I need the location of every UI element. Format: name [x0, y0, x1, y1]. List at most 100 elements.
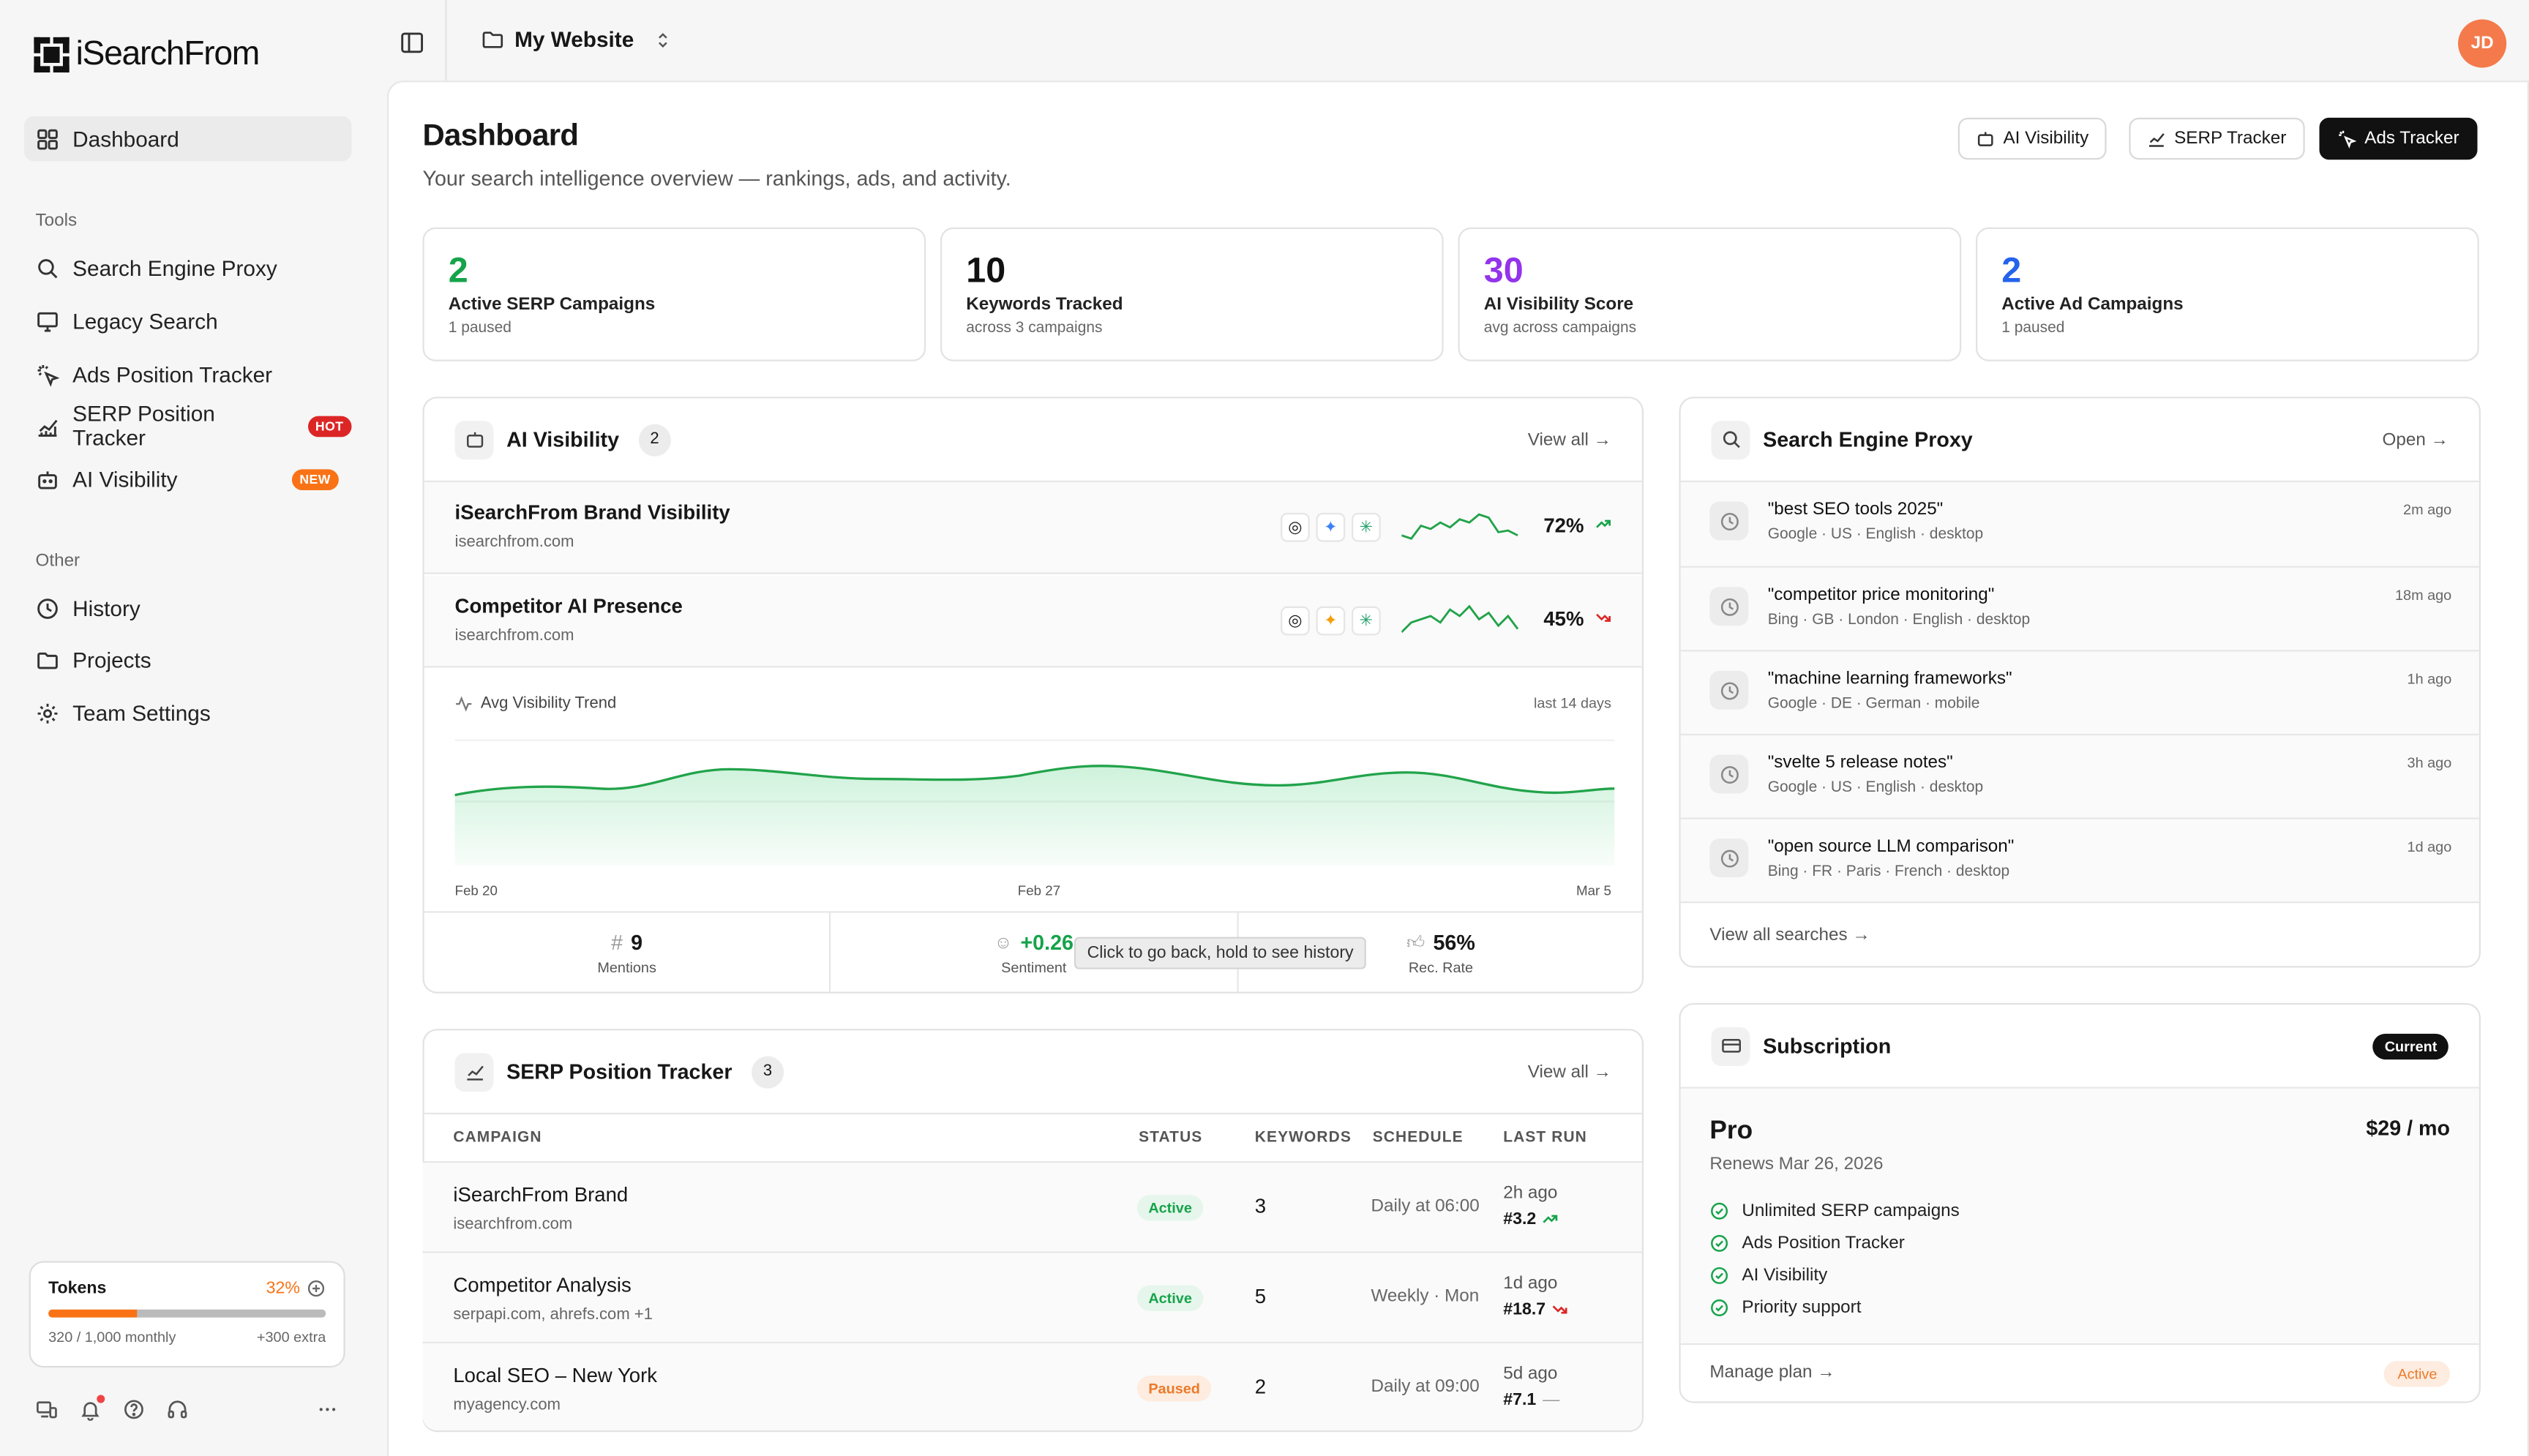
dashboard-icon [37, 128, 58, 149]
sidebar-item-ads-position-tracker[interactable]: Ads Position Tracker [24, 351, 351, 397]
view-all-searches-link[interactable]: View all searches → [1680, 901, 2479, 966]
smile-icon: ☺ [994, 933, 1013, 953]
chevron-up-down-icon [659, 31, 667, 48]
manage-plan-link[interactable]: Manage plan → [1709, 1362, 1835, 1381]
topbar-divider [445, 0, 447, 81]
stat-sub: 1 paused [448, 319, 512, 337]
logo-icon [34, 37, 70, 73]
sidebar-footer [35, 1395, 339, 1421]
list-item[interactable]: "machine learning frameworks" Google · D… [1680, 650, 2479, 734]
card-title: SERP Position Tracker [506, 1059, 733, 1084]
serp-tracker-button[interactable]: SERP Tracker [2129, 117, 2304, 160]
browser-tooltip: Click to go back, hold to see history [1074, 937, 1367, 969]
arrow-right-icon: → [1817, 1362, 1835, 1382]
sidebar-item-history[interactable]: History [24, 585, 351, 631]
metric-value: 56% [1433, 930, 1475, 955]
list-item[interactable]: "svelte 5 release notes" Google · US · E… [1680, 733, 2479, 818]
more-icon[interactable] [316, 1398, 339, 1421]
column-header-keywords[interactable]: KEYWORDS [1254, 1128, 1352, 1147]
query-time: 1h ago [2407, 670, 2452, 687]
metric-sentiment[interactable]: ☺ +0.26 Sentiment [831, 912, 1238, 992]
query-text: "best SEO tools 2025" [1767, 500, 1944, 519]
trend-area-chart [454, 739, 1615, 866]
logo[interactable]: iSearchFrom [34, 35, 260, 74]
tools-section-label: Tools [35, 211, 78, 231]
metric-mentions[interactable]: #9 Mentions [424, 912, 831, 992]
page-subtitle: Your search intelligence overview — rank… [422, 166, 1011, 191]
view-all-link[interactable]: View all → [1528, 1062, 1611, 1081]
devices-icon[interactable] [35, 1398, 58, 1421]
x-tick-label: Mar 5 [1576, 882, 1611, 898]
add-circle-icon[interactable] [307, 1279, 326, 1298]
count-badge: 3 [751, 1055, 784, 1088]
sidebar-item-label: Legacy Search [72, 309, 218, 334]
table-row[interactable]: iSearchFrom Brand isearchfrom.com Active… [422, 1160, 1642, 1252]
sidebar-item-label: Ads Position Tracker [72, 361, 273, 386]
stat-label: Active SERP Campaigns [448, 295, 656, 315]
sidebar-item-dashboard[interactable]: Dashboard [24, 116, 352, 162]
check-circle-icon [1711, 1234, 1728, 1252]
last-run-time: 2h ago [1503, 1183, 1558, 1204]
project-switcher[interactable]: My Website [481, 27, 672, 52]
ai-row[interactable]: iSearchFrom Brand Visibility isearchfrom… [424, 482, 1642, 574]
column-header-last-run[interactable]: LAST RUN [1503, 1128, 1587, 1147]
search-icon [38, 258, 58, 278]
arrow-right-icon: → [2430, 429, 2449, 449]
subscription-card: Subscription Current Pro $29 / mo Renews… [1679, 1002, 2481, 1403]
metrics-row: #9 Mentions ☺ +0.26 Sentiment 👍︎ 56% Rec. … [424, 911, 1642, 992]
ai-row-name: iSearchFrom Brand Visibility [454, 501, 730, 525]
open-link[interactable]: Open → [2382, 429, 2448, 449]
metric-rec-rate[interactable]: 👍︎ 56% Rec. Rate [1238, 913, 1642, 992]
sidebar-item-projects[interactable]: Projects [24, 637, 351, 683]
x-tick-label: Feb 20 [454, 882, 498, 898]
status-badge: Active [1136, 1285, 1204, 1311]
last-run-time: 1d ago [1503, 1274, 1558, 1294]
ads-tracker-button[interactable]: Ads Tracker [2319, 117, 2477, 160]
keyword-count: 5 [1254, 1285, 1267, 1308]
column-header-schedule[interactable]: SCHEDULE [1372, 1128, 1464, 1147]
list-item[interactable]: "best SEO tools 2025" Google · US · Engl… [1680, 482, 2479, 566]
check-circle-icon [1711, 1202, 1728, 1220]
button-label: Ads Tracker [2364, 129, 2459, 149]
status-badge: Active [2384, 1361, 2451, 1387]
credit-card-icon [1721, 1039, 1740, 1053]
headset-icon[interactable] [166, 1398, 189, 1421]
stat-value: 10 [966, 249, 1006, 290]
list-item[interactable]: "competitor price monitoring" Bing · GB … [1680, 566, 2479, 650]
sidebar-item-legacy-search[interactable]: Legacy Search [24, 299, 351, 344]
avatar[interactable]: JD [2458, 19, 2507, 68]
notification-dot [97, 1395, 105, 1403]
sidebar-item-search-engine-proxy[interactable]: Search Engine Proxy [24, 245, 351, 290]
plan-price: $29 / mo [2366, 1116, 2451, 1141]
tokens-widget[interactable]: Tokens 32% 320 / 1,000 monthly +300 extr… [29, 1261, 345, 1368]
view-all-link[interactable]: View all → [1528, 429, 1611, 449]
ai-visibility-button[interactable]: AI Visibility [1957, 117, 2107, 160]
chart-icon-box [454, 1052, 494, 1092]
sidebar-item-label: AI Visibility [72, 467, 178, 492]
stat-card-ads[interactable]: 2 Active Ad Campaigns 1 paused [1976, 227, 2479, 361]
sidebar-item-team-settings[interactable]: Team Settings [24, 690, 351, 735]
sidebar-toggle-icon[interactable] [400, 31, 424, 55]
stat-card-keywords[interactable]: 10 Keywords Tracked across 3 campaigns [940, 227, 1444, 361]
query-meta: Google · US · English · desktop [1767, 778, 1984, 797]
sidebar-item-serp-position-tracker[interactable]: SERP Position Tracker HOT [24, 402, 352, 450]
feature-item: Priority support [1709, 1298, 1861, 1318]
column-header-status[interactable]: STATUS [1139, 1128, 1203, 1147]
sidebar-item-ai-visibility[interactable]: AI Visibility NEW [24, 457, 351, 502]
tokens-progress-bar [48, 1309, 326, 1318]
table-row[interactable]: Local SEO – New York myagency.com Paused… [422, 1341, 1642, 1431]
robot-icon-box [454, 420, 494, 459]
list-item[interactable]: "open source LLM comparison" Bing · FR ·… [1680, 817, 2479, 902]
metric-label: Sentiment [1001, 959, 1067, 976]
feature-label: Ads Position Tracker [1742, 1234, 1905, 1253]
stat-card-ai-score[interactable]: 30 AI Visibility Score avg across campai… [1458, 227, 1962, 361]
x-tick-label: Feb 27 [1017, 882, 1061, 898]
notifications-button[interactable] [79, 1395, 105, 1421]
stat-card-serp[interactable]: 2 Active SERP Campaigns 1 paused [422, 227, 926, 361]
help-icon[interactable] [123, 1398, 146, 1421]
column-header-campaign[interactable]: CAMPAIGN [453, 1128, 542, 1147]
ai-row-percent: 45% [1543, 607, 1584, 631]
sidebar-item-label: Search Engine Proxy [72, 255, 277, 280]
table-row[interactable]: Competitor Analysis serpapi.com, ahrefs.… [422, 1251, 1642, 1342]
ai-row[interactable]: Competitor AI Presence isearchfrom.com ◎… [424, 575, 1642, 668]
